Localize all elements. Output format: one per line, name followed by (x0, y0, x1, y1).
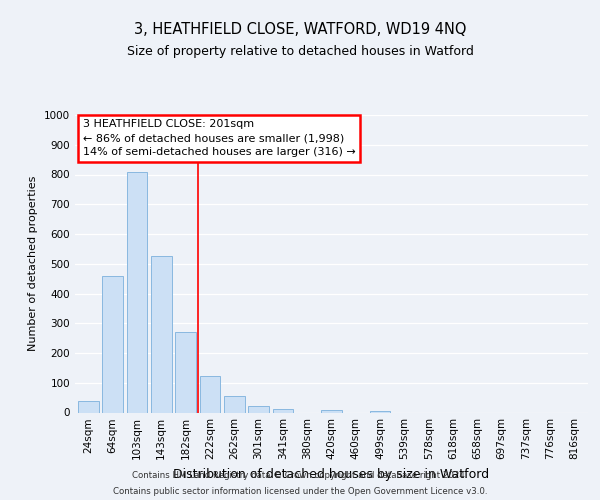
Bar (78, 400, 99, 412)
Bar (175, 332, 196, 412)
X-axis label: Distribution of detached houses by size in Watford: Distribution of detached houses by size … (173, 468, 490, 481)
Bar (151, 256, 172, 412)
Bar (224, 396, 245, 412)
Text: Size of property relative to detached houses in Watford: Size of property relative to detached ho… (127, 45, 473, 58)
Text: 3 HEATHFIELD CLOSE: 201sqm
← 86% of detached houses are smaller (1,998)
14% of s: 3 HEATHFIELD CLOSE: 201sqm ← 86% of deta… (83, 120, 355, 158)
Bar (103, 276, 123, 412)
Text: Contains HM Land Registry data © Crown copyright and database right 2024.: Contains HM Land Registry data © Crown c… (132, 472, 468, 480)
Bar (248, 406, 269, 412)
Bar (272, 409, 293, 412)
Y-axis label: Number of detached properties: Number of detached properties (28, 176, 38, 352)
Bar (370, 411, 391, 412)
Bar (321, 410, 342, 412)
Text: 3, HEATHFIELD CLOSE, WATFORD, WD19 4NQ: 3, HEATHFIELD CLOSE, WATFORD, WD19 4NQ (134, 22, 466, 38)
Text: Contains public sector information licensed under the Open Government Licence v3: Contains public sector information licen… (113, 486, 487, 496)
Bar (127, 172, 148, 412)
Bar (200, 376, 220, 412)
